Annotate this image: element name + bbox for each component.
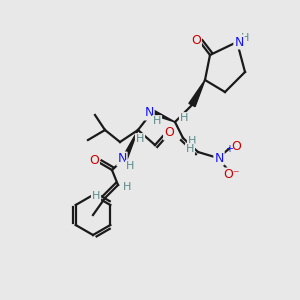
Polygon shape bbox=[189, 80, 205, 106]
Text: O⁻: O⁻ bbox=[224, 169, 240, 182]
Text: N: N bbox=[234, 35, 244, 49]
Text: N: N bbox=[144, 106, 154, 119]
Polygon shape bbox=[123, 130, 138, 159]
Polygon shape bbox=[151, 110, 175, 122]
Text: N: N bbox=[214, 152, 224, 164]
Text: N: N bbox=[117, 152, 127, 166]
Text: H: H bbox=[180, 113, 188, 123]
Text: H: H bbox=[153, 116, 161, 126]
Text: H: H bbox=[136, 134, 144, 144]
Text: +: + bbox=[225, 144, 233, 154]
Text: H: H bbox=[188, 136, 196, 146]
Text: H: H bbox=[126, 161, 134, 171]
Text: O: O bbox=[191, 34, 201, 46]
Text: H: H bbox=[123, 182, 131, 192]
Text: H: H bbox=[241, 33, 249, 43]
Text: O: O bbox=[89, 154, 99, 167]
Text: H: H bbox=[92, 191, 100, 201]
Text: H: H bbox=[186, 144, 194, 154]
Text: O: O bbox=[231, 140, 241, 154]
Text: O: O bbox=[164, 127, 174, 140]
